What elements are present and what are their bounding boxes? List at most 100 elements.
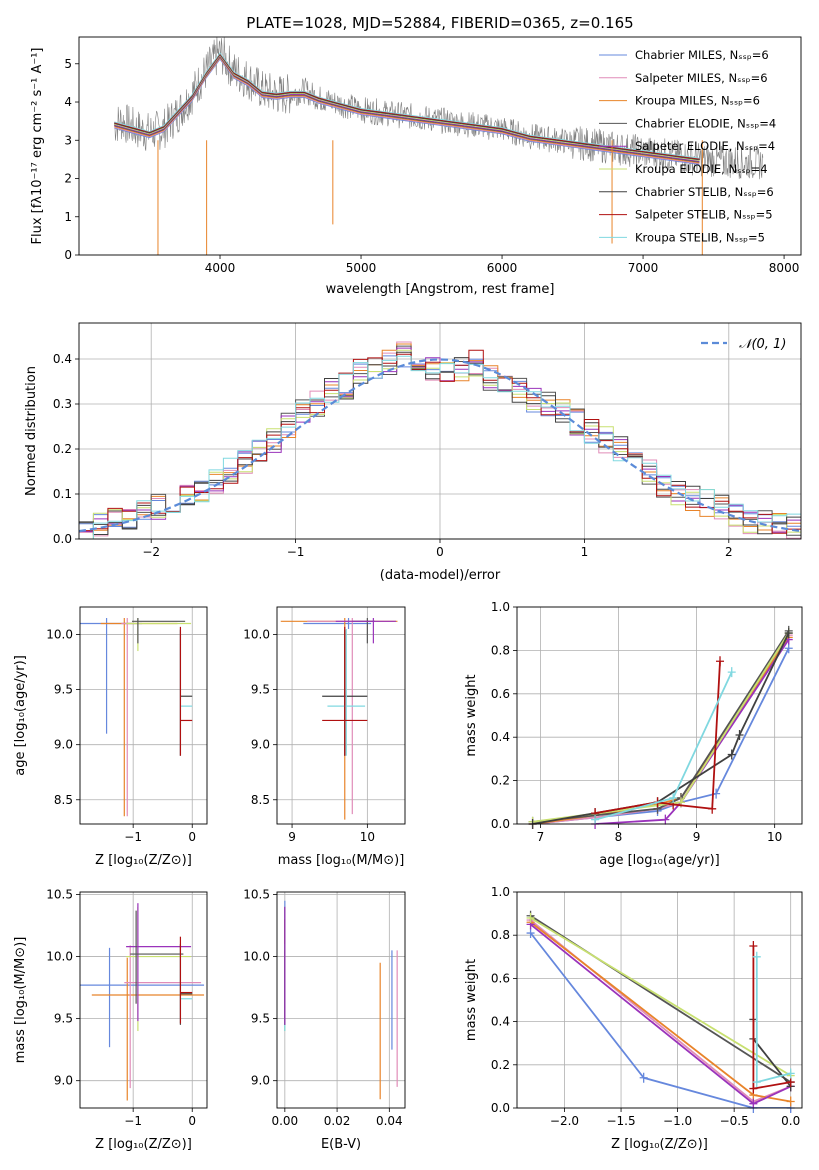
x-tick-label: 10 xyxy=(360,830,375,844)
age-vs-mass-panel: 9 10 8.5 9.0 9.5 10.0 mass [log₁₀(M/M⊙)] xyxy=(243,606,406,868)
mass-weight-marker-salpeter-elodie xyxy=(661,814,670,825)
model-spectrum-line-salpeter-elodie xyxy=(114,55,700,162)
x-tick-label: 0 xyxy=(436,545,444,559)
legend-label: 𝒩(0, 1) xyxy=(739,337,786,352)
x-axis-label: mass [log₁₀(M/M⊙)] xyxy=(278,853,405,868)
x-tick-label: −1 xyxy=(124,1114,142,1128)
mass-weight-line-chabrier-stelib xyxy=(532,632,790,824)
mass-weight-marker-salpeter-stelib xyxy=(749,941,758,951)
y-tick-label: 0.3 xyxy=(53,397,72,411)
x-tick-label: 5000 xyxy=(346,261,377,275)
mass-weight-line-kroupa-miles xyxy=(532,636,790,824)
x-axis-label: (data-model)/error xyxy=(380,568,501,583)
x-tick-label: 7000 xyxy=(628,261,659,275)
spectrum-panel: 4000 5000 6000 7000 8000 0 1 2 3 4 5 wavelength [An… xyxy=(30,36,802,297)
y-tick-label: 3 xyxy=(64,133,72,147)
y-tick-label: 10.0 xyxy=(243,628,270,642)
x-tick-label: −1 xyxy=(287,545,305,559)
x-tick-label: 8000 xyxy=(769,261,800,275)
mass-weight-marker-salpeter-stelib xyxy=(708,803,717,814)
y-tick-label: 0.1 xyxy=(53,487,72,501)
x-axis-label: Z [log₁₀(Z/Z⊙)] xyxy=(95,1137,192,1152)
x-tick-label: −2.0 xyxy=(550,1114,579,1128)
mass-weight-line-chabrier-miles xyxy=(532,647,790,824)
y-tick-label: 10.5 xyxy=(243,887,270,901)
legend-label: Chabrier MILES, Nₛₛₚ=6 xyxy=(635,48,769,62)
mass-weight-marker-kroupa-stelib xyxy=(752,1077,761,1088)
y-tick-label: 9.5 xyxy=(251,683,270,697)
x-tick-label: −0.5 xyxy=(720,1114,749,1128)
y-tick-label: 9.5 xyxy=(54,683,73,697)
mass-weight-marker-chabrier-miles xyxy=(639,1072,648,1083)
residual-histogram-panel: −2 −1 0 1 2 0.0 0.1 0.2 0.3 0.4 (data-model)/error… xyxy=(24,322,802,583)
mass-weight-line-salpeter-elodie xyxy=(595,639,790,824)
x-axis-label: Z [log₁₀(Z/Z⊙)] xyxy=(611,1137,708,1152)
y-tick-label: 9.0 xyxy=(251,738,270,752)
x-tick-label: 9 xyxy=(288,830,296,844)
y-tick-label: 0.4 xyxy=(491,1015,510,1029)
legend-label: Salpeter MILES, Nₛₛₚ=6 xyxy=(635,71,768,85)
y-tick-label: 1 xyxy=(64,210,72,224)
y-tick-label: 10.0 xyxy=(243,950,270,964)
x-tick-label: −1.5 xyxy=(606,1114,635,1128)
y-tick-label: 0.8 xyxy=(491,643,510,657)
mass-weight-line-kroupa-miles xyxy=(530,921,791,1103)
mass-weight-vs-metallicity-panel: −2.0 −1.5 −1.0 −0.5 0.0 0.0 0.2 0.4 0.6 0.8 1.0 Z [… xyxy=(464,885,803,1152)
y-tick-label: 9.0 xyxy=(54,738,73,752)
y-tick-label: 0.2 xyxy=(491,774,510,788)
y-tick-label: 0 xyxy=(64,248,72,262)
y-tick-label: 0.0 xyxy=(53,532,72,546)
mass-weight-marker-kroupa-stelib xyxy=(786,1068,795,1079)
y-tick-label: 0.4 xyxy=(53,352,72,366)
mass-weight-marker-chabrier-stelib xyxy=(735,730,744,741)
axes-frame xyxy=(516,891,803,1109)
y-tick-label: 10.5 xyxy=(46,887,73,901)
x-tick-label: 0 xyxy=(188,830,196,844)
y-tick-label: 9.0 xyxy=(251,1074,270,1088)
mass-weight-marker-salpeter-stelib xyxy=(716,656,725,667)
y-axis-label: Flux [fλ10⁻¹⁷ erg cm⁻² s⁻¹ A⁻¹] xyxy=(30,48,45,245)
mass-weight-marker-kroupa-miles xyxy=(786,1096,795,1107)
x-axis-label: wavelength [Angstrom, rest frame] xyxy=(326,282,555,297)
y-tick-label: 0.4 xyxy=(491,730,510,744)
figure-title: PLATE=1028, MJD=52884, FIBERID=0365, z=0… xyxy=(246,14,633,32)
mass-vs-metallicity-panel: −1 0 9.0 9.5 10.0 10.5 Z [log₁₀(Z/Z⊙)] mass [lo… xyxy=(13,887,208,1152)
y-tick-label: 8.5 xyxy=(251,793,270,807)
mass-weight-marker-salpeter-stelib xyxy=(786,1077,795,1088)
y-tick-label: 0.8 xyxy=(491,928,510,942)
y-axis-label: Normed distribution xyxy=(24,366,39,496)
model-spectrum-line-chabrier-stelib xyxy=(114,53,700,161)
x-tick-label: 0.0 xyxy=(781,1114,800,1128)
mass-weight-line-chabrier-miles xyxy=(529,932,791,1108)
legend-label: Salpeter STELIB, Nₛₛₚ=5 xyxy=(635,208,773,222)
model-spectrum-line-kroupa-elodie xyxy=(114,54,700,161)
mass-weight-marker-kroupa-stelib xyxy=(727,667,736,678)
legend-label: Chabrier ELODIE, Nₛₛₚ=4 xyxy=(635,116,776,130)
x-tick-label: 10 xyxy=(767,830,782,844)
x-axis-label: Z [log₁₀(Z/Z⊙)] xyxy=(95,853,192,868)
mass-weight-marker-kroupa-elodie xyxy=(526,912,535,923)
x-axis-label: age [log₁₀(age/yr)] xyxy=(599,853,720,868)
x-tick-label: −1 xyxy=(124,830,142,844)
y-axis-label: mass weight xyxy=(464,959,479,1041)
x-tick-label: −1.0 xyxy=(663,1114,692,1128)
model-spectrum-line-kroupa-miles xyxy=(114,56,700,164)
y-axis-label: mass weight xyxy=(464,674,479,756)
x-tick-label: 0.00 xyxy=(271,1114,298,1128)
axes-frame xyxy=(79,891,208,1109)
age-vs-metallicity-panel: −1 0 8.5 9.0 9.5 10.0 Z [log₁₀(Z/Z⊙)] age [log₁… xyxy=(13,606,208,868)
x-tick-label: 0.02 xyxy=(324,1114,351,1128)
axes-frame xyxy=(516,606,803,825)
y-tick-label: 0.0 xyxy=(491,1101,510,1115)
mass-weight-marker-chabrier-miles xyxy=(784,643,793,654)
x-tick-label: 8 xyxy=(615,830,623,844)
y-tick-label: 0.2 xyxy=(53,442,72,456)
observed-spectrum-line xyxy=(114,37,764,180)
mass-weight-marker-kroupa-stelib xyxy=(752,951,761,962)
mass-weight-marker-chabrier-stelib xyxy=(784,628,793,639)
axes-frame xyxy=(79,606,208,825)
axes-frame xyxy=(78,322,802,540)
y-tick-label: 0.2 xyxy=(491,1058,510,1072)
x-tick-label: 0 xyxy=(188,1114,196,1128)
